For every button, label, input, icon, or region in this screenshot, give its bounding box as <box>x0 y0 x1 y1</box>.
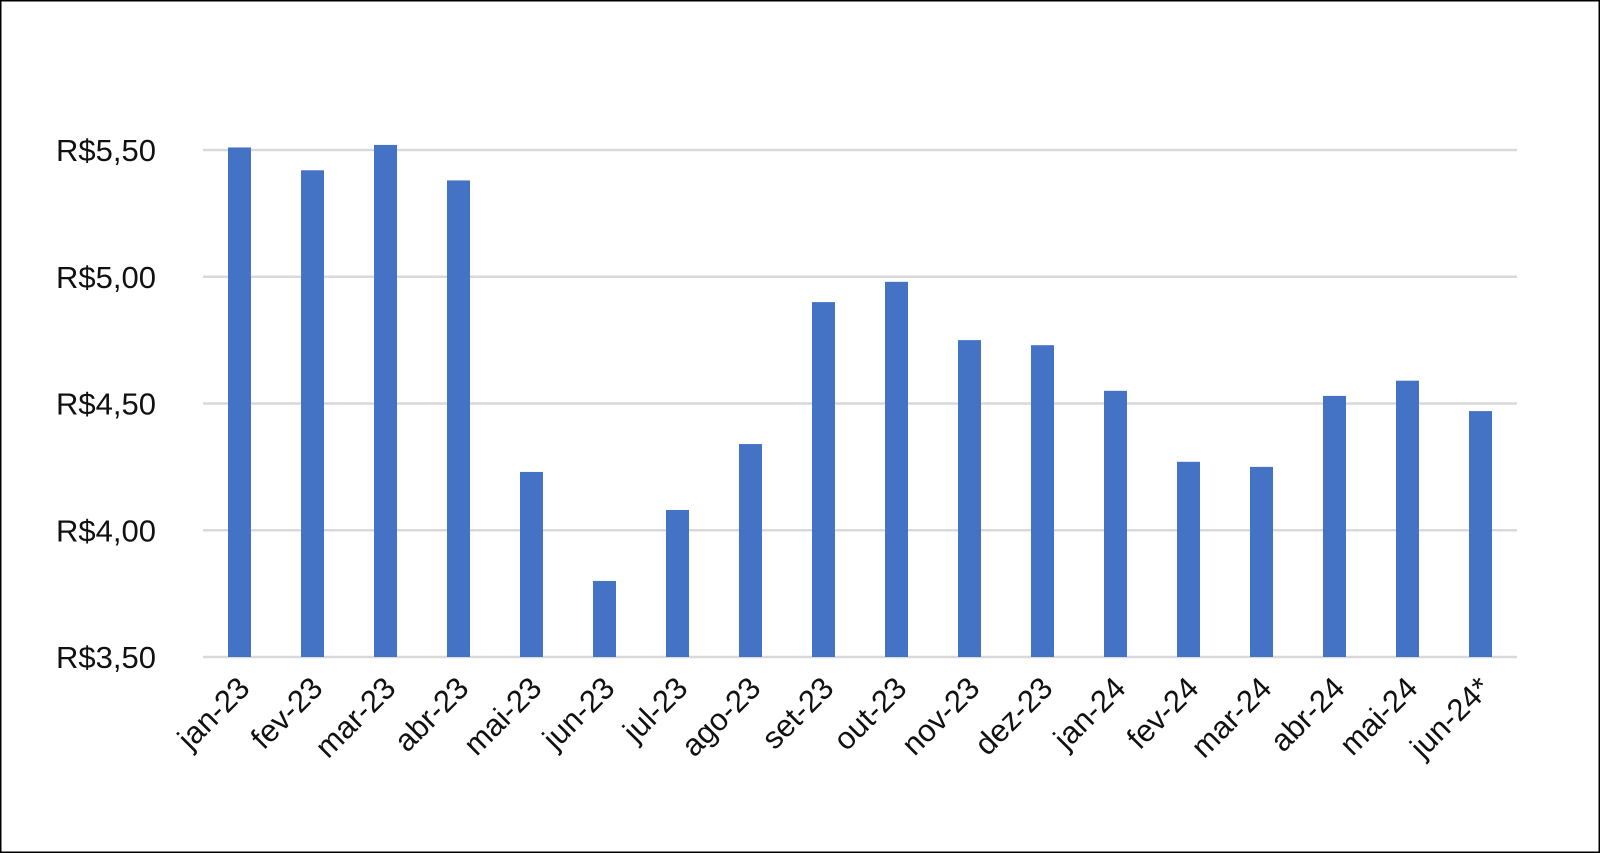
y-tick-label: R$4,00 <box>56 513 156 548</box>
bar <box>1104 390 1127 657</box>
bar <box>885 281 908 657</box>
bar <box>520 471 543 657</box>
bar <box>739 444 762 657</box>
y-tick-label: R$5,50 <box>56 133 156 168</box>
bar <box>812 302 835 657</box>
bar <box>374 144 397 657</box>
y-tick-label: R$3,50 <box>56 640 156 675</box>
bar <box>301 170 324 657</box>
bar <box>1323 395 1346 657</box>
bar <box>228 147 251 657</box>
bar <box>1031 345 1054 657</box>
y-tick-label: R$5,00 <box>56 260 156 295</box>
bar <box>593 580 616 657</box>
bar <box>447 180 470 658</box>
bar <box>1177 461 1200 657</box>
bar <box>1396 380 1419 657</box>
bar <box>666 509 689 657</box>
bar <box>958 340 981 657</box>
bar <box>1250 466 1273 657</box>
y-tick-label: R$4,50 <box>56 387 156 422</box>
bar <box>1469 411 1492 657</box>
